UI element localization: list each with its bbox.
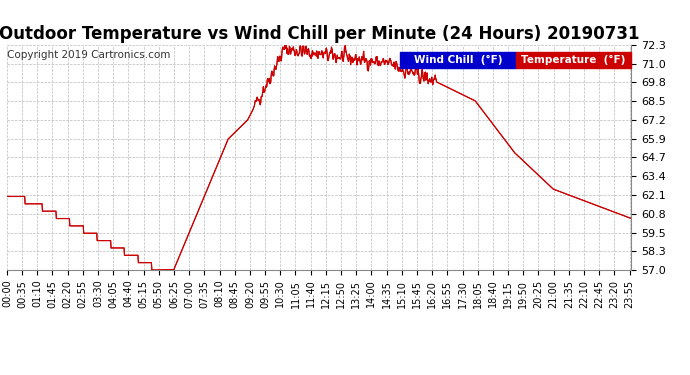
Text: Temperature  (°F): Temperature (°F) — [522, 55, 626, 64]
Text: Wind Chill  (°F): Wind Chill (°F) — [414, 55, 502, 64]
FancyBboxPatch shape — [516, 52, 631, 68]
Text: Copyright 2019 Cartronics.com: Copyright 2019 Cartronics.com — [7, 50, 170, 60]
Title: Outdoor Temperature vs Wind Chill per Minute (24 Hours) 20190731: Outdoor Temperature vs Wind Chill per Mi… — [0, 26, 640, 44]
FancyBboxPatch shape — [400, 52, 516, 68]
